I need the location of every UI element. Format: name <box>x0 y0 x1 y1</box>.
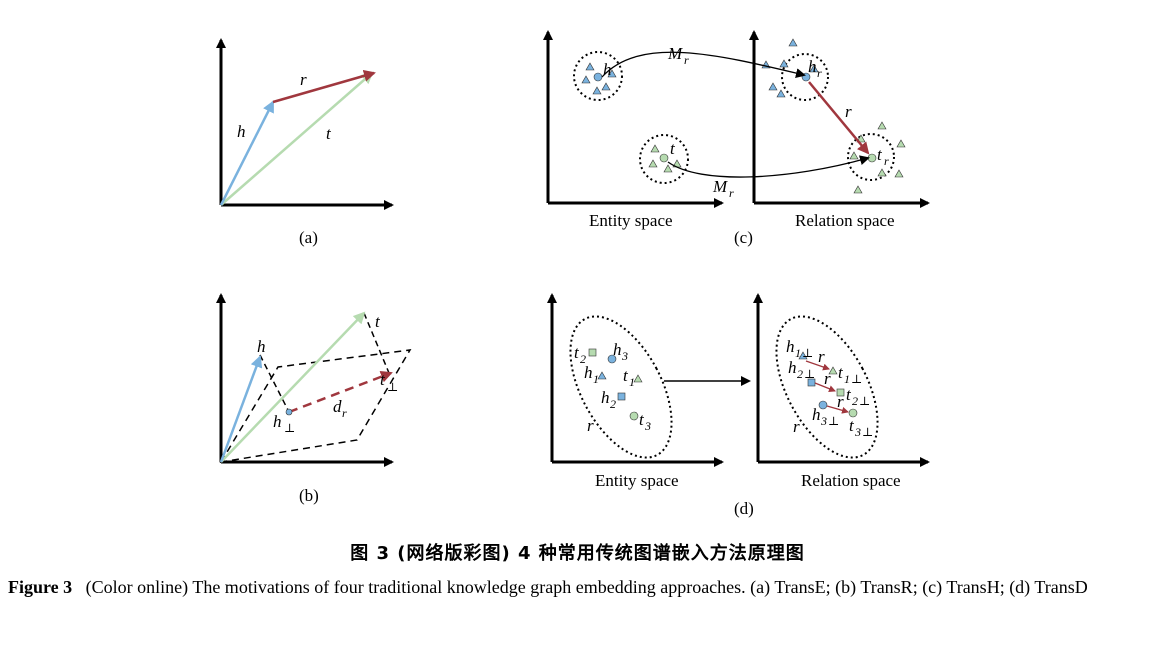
label-h1: h <box>584 363 593 382</box>
label-r: r <box>300 70 307 89</box>
label-tr: t <box>877 145 883 164</box>
panel-b-label: (b) <box>299 486 319 505</box>
label-h2-perp: h <box>788 358 797 377</box>
label-r2: r <box>824 369 831 388</box>
label-h3-perp-sub: 3 <box>820 414 827 428</box>
label-h2-perp-sub: 2 <box>797 367 803 381</box>
label-Mr-bottom-sub: r <box>729 186 734 200</box>
label-t2: t <box>574 343 580 362</box>
label-tr-sub: r <box>884 154 889 168</box>
label-h3-perp: h <box>812 405 821 424</box>
projection-plane <box>219 349 412 463</box>
label-h3: h <box>613 340 622 359</box>
label-t1-perp: t <box>838 363 844 382</box>
panel-a: h r t (a) <box>216 38 394 247</box>
label-t3-sub: 3 <box>644 419 651 433</box>
label-h2-sub: 2 <box>610 397 616 411</box>
label-t2-sub: 2 <box>580 352 586 366</box>
label-t3-perp: t <box>849 416 855 435</box>
label-h2: h <box>601 388 610 407</box>
panel-a-label: (a) <box>299 228 318 247</box>
label-d-sub: r <box>342 406 347 420</box>
label-h-perp-sub: ⊥ <box>284 421 295 435</box>
label-t3-perp-mark: ⊥ <box>862 425 873 439</box>
entity-space-label: Entity space <box>589 211 673 230</box>
label-t2-perp-mark: ⊥ <box>859 394 870 408</box>
panel-d-label: (d) <box>734 499 754 518</box>
label-h1-perp-sub: 1 <box>795 346 801 360</box>
figure-diagrams: h r t (a) h t h ⊥ t ⊥ d r (b) <box>216 30 930 518</box>
label-h1-perp: h <box>786 337 795 356</box>
t-vector <box>220 71 374 206</box>
label-r: r <box>845 102 852 121</box>
label-Mr-top: M <box>667 44 683 63</box>
label-h3-sub: 3 <box>621 349 628 363</box>
dr-vector <box>288 370 393 414</box>
t-vector <box>220 311 366 463</box>
label-t-perp: t <box>380 370 386 389</box>
label-d: d <box>333 397 342 416</box>
entity-space-label: Entity space <box>595 471 679 490</box>
label-Mr-bottom: M <box>712 177 728 196</box>
label-t1-perp-mark: ⊥ <box>851 372 862 386</box>
relation-space-label: Relation space <box>795 211 895 230</box>
label-h1-sub: 1 <box>593 372 599 386</box>
label-h3-perp-mark: ⊥ <box>828 414 839 428</box>
figure-label: Figure 3 <box>8 577 73 597</box>
panel-c-label: (c) <box>734 228 753 247</box>
label-t1: t <box>623 366 629 385</box>
label-hr-sub: r <box>817 66 822 80</box>
label-t3-perp-sub: 3 <box>854 425 861 439</box>
panel-b: h t h ⊥ t ⊥ d r (b) <box>216 293 412 505</box>
label-h-perp: h <box>273 412 282 431</box>
label-t1-perp-sub: 1 <box>844 372 850 386</box>
r-vector <box>808 81 870 155</box>
label-h1-perp-mark: ⊥ <box>802 346 813 360</box>
label-Mr-top-sub: r <box>684 53 689 67</box>
label-t: t <box>670 139 676 158</box>
caption-text: (Color online) The motivations of four t… <box>85 577 1088 597</box>
caption-english: Figure 3 (Color online) The motivations … <box>8 575 1148 600</box>
label-r1: r <box>818 347 825 366</box>
label-hr: h <box>808 57 817 76</box>
panel-d: t 2 h 3 h 1 t 1 h 2 t 3 r h 1 ⊥ r h 2 ⊥ … <box>547 293 930 518</box>
r-vector <box>272 69 376 104</box>
label-t-perp-sub: ⊥ <box>387 380 398 394</box>
label-t: t <box>375 312 381 331</box>
relation-space-label: Relation space <box>801 471 901 490</box>
label-t1-sub: 1 <box>629 375 635 389</box>
label-r3: r <box>837 392 844 411</box>
label-h: h <box>237 122 246 141</box>
label-h2-perp-mark: ⊥ <box>804 367 815 381</box>
label-r: r <box>587 416 594 435</box>
panel-c: h t h r t r r M r M r Entity space Relat… <box>543 30 930 247</box>
label-t3: t <box>639 410 645 429</box>
label-h: h <box>603 60 612 79</box>
h-vector <box>219 355 263 463</box>
label-t: t <box>326 124 332 143</box>
label-t2-perp: t <box>846 385 852 404</box>
caption-chinese: 图 3 (网络版彩图) 4 种常用传统图谱嵌入方法原理图 <box>350 543 805 564</box>
label-t2-perp-sub: 2 <box>852 394 858 408</box>
label-r: r <box>793 417 800 436</box>
label-h: h <box>257 337 266 356</box>
h-vector <box>219 100 275 206</box>
